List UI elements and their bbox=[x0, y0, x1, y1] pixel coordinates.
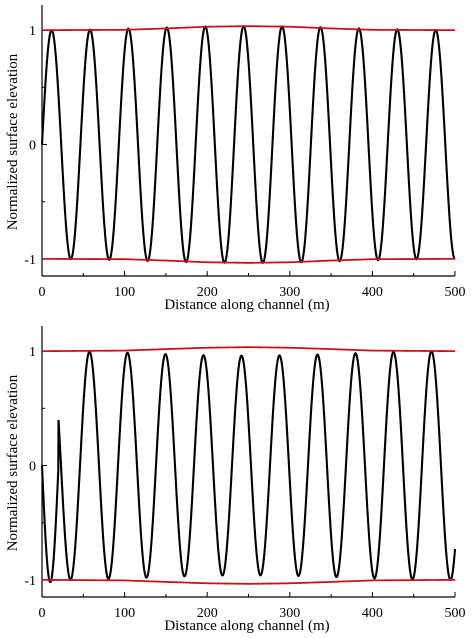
x-tick-label: 0 bbox=[39, 285, 46, 300]
x-tick-label: 300 bbox=[279, 606, 300, 621]
x-tick-label: 500 bbox=[445, 606, 466, 621]
series-line-envelope-lower bbox=[41, 578, 456, 585]
y-axis-label-top: Normalized surface elevation bbox=[5, 53, 21, 230]
y-tick-label: -1 bbox=[24, 253, 36, 268]
plot-area-top bbox=[40, 5, 456, 277]
series-line-wave bbox=[40, 25, 456, 264]
x-axis-label-bottom: Distance along channel (m) bbox=[164, 618, 329, 634]
x-tick-label: 200 bbox=[197, 285, 218, 300]
x-tick-label: 400 bbox=[362, 285, 383, 300]
series-line-wave bbox=[40, 350, 457, 584]
plot-area-bottom bbox=[40, 326, 457, 598]
x-tick-label: 0 bbox=[39, 606, 46, 621]
x-tick-label: 500 bbox=[445, 285, 466, 300]
y-tick-label: 0 bbox=[29, 460, 36, 475]
x-tick-label: 200 bbox=[197, 606, 218, 621]
series-line-envelope-upper bbox=[41, 25, 456, 32]
y-tick-label: 0 bbox=[29, 139, 36, 154]
x-axis-label-top: Distance along channel (m) bbox=[164, 297, 329, 313]
panel-top: Distance along channel (m) Normalized su… bbox=[5, 5, 466, 313]
panel-bottom: Distance along channel (m) Normalized su… bbox=[5, 326, 466, 634]
y-tick-label: 1 bbox=[29, 345, 36, 360]
x-tick-label: 100 bbox=[114, 285, 135, 300]
x-tick-label: 300 bbox=[279, 285, 300, 300]
series-line-envelope-upper bbox=[41, 346, 456, 353]
y-tick-label: 1 bbox=[29, 24, 36, 39]
x-tick-label: 100 bbox=[114, 606, 135, 621]
x-tick-label: 400 bbox=[362, 606, 383, 621]
y-axis-label-bottom: Normalized surface elevation bbox=[5, 374, 21, 551]
series-line-envelope-lower bbox=[41, 257, 456, 264]
y-tick-label: -1 bbox=[24, 574, 36, 589]
